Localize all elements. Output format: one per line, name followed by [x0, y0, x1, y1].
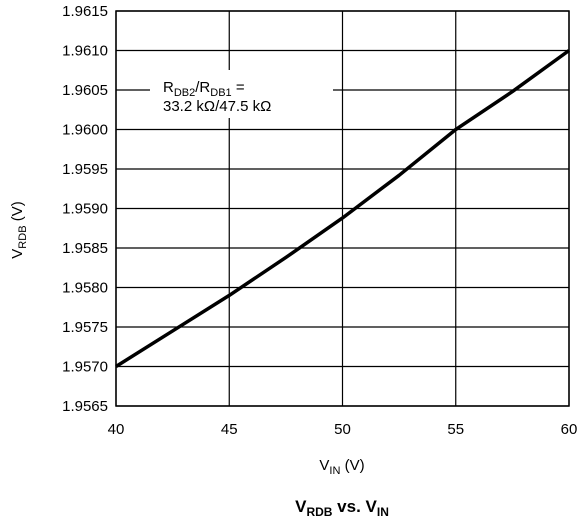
grid	[115, 10, 570, 407]
x-tick-label: 55	[447, 421, 464, 438]
y-tick-label: 1.9590	[62, 201, 108, 218]
y-tick-label: 1.9605	[62, 82, 108, 99]
y-axis-label: VRDB (V)	[9, 201, 29, 258]
x-tick-label: 40	[108, 421, 125, 438]
plot-border	[115, 10, 570, 407]
y-tick-label: 1.9580	[62, 280, 108, 297]
x-tick-label: 50	[334, 421, 351, 438]
y-tick-label: 1.9595	[62, 161, 108, 178]
y-tick-label: 1.9575	[62, 319, 108, 336]
y-tick-label: 1.9600	[62, 122, 108, 139]
annotation-background	[150, 70, 333, 118]
x-tick-label: 45	[221, 421, 238, 438]
series-line	[115, 49, 571, 368]
x-tick-label: 60	[561, 421, 578, 438]
annotation-line1: RDB2/RDB1 =	[163, 79, 245, 99]
tick-labels: 40 45 50 55 60 1.9565 1.9570 1.9575 1.9580 1.9585…	[62, 3, 577, 438]
y-tick-label: 1.9570	[62, 359, 108, 376]
x-axis-label: VIN (V)	[319, 457, 364, 477]
y-tick-label: 1.9615	[62, 3, 108, 20]
y-tick-label: 1.9610	[62, 43, 108, 60]
chart-title: VRDB vs. VIN	[295, 497, 389, 519]
annotation-line2: 33.2 kΩ/47.5 kΩ	[163, 98, 271, 115]
y-tick-label: 1.9585	[62, 240, 108, 257]
y-tick-label: 1.9565	[62, 398, 108, 415]
